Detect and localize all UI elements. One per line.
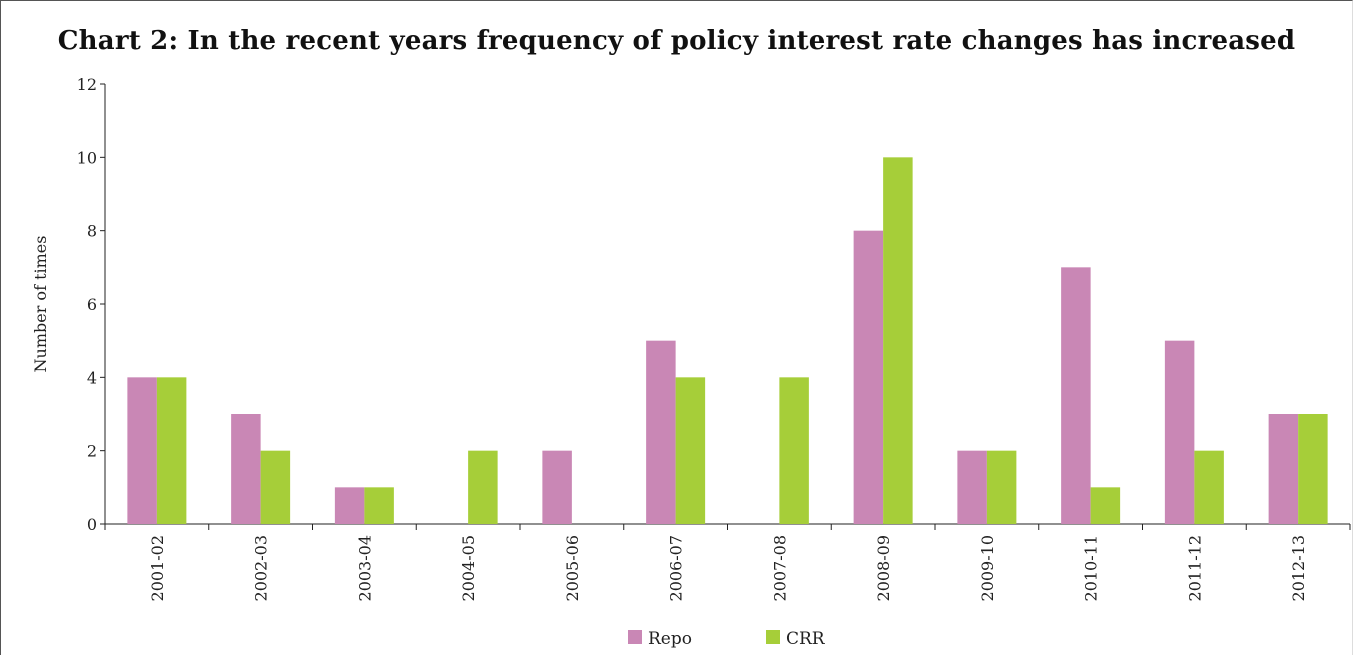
y-axis-label: Number of times [31, 236, 50, 373]
bar-repo-2006-07 [646, 340, 676, 524]
chart-title: Chart 2: In the recent years frequency o… [57, 26, 1296, 56]
bar-repo-2005-06 [542, 450, 572, 524]
legend-swatch-repo [628, 630, 642, 644]
bar-repo-2012-13 [1268, 414, 1299, 524]
bar-repo-2008-09 [853, 230, 884, 524]
legend-swatch-crr [766, 630, 780, 644]
y-tick-label: 6 [87, 295, 97, 314]
bar-repo-2003-04 [334, 487, 365, 524]
x-tick-label: 2005-06 [563, 535, 582, 601]
chart-legend: Repo CRR [628, 629, 826, 649]
bar-crr-2001-02 [156, 377, 187, 524]
x-tick-labels: 2001-02 2002-03 2003-04 2004-05 2005-06 2006-… [148, 535, 1308, 601]
x-tick-label: 2009-10 [978, 535, 997, 601]
x-tick-label: 2004-05 [459, 535, 478, 601]
bar-crr-2002-03 [260, 450, 291, 524]
y-tick-label: 2 [87, 442, 97, 461]
bar-crr-2006-07 [675, 377, 706, 524]
bar-repo-2001-02 [127, 377, 157, 524]
legend-label-repo: Repo [648, 629, 692, 649]
bar-crr-2007-08 [779, 377, 809, 524]
y-tick-label: 0 [87, 515, 97, 534]
x-tick-label: 2007-08 [770, 535, 789, 601]
bar-crr-2003-04 [364, 487, 394, 524]
x-tick-label: 2010-11 [1082, 535, 1101, 601]
bar-crr-2012-13 [1298, 414, 1328, 524]
bar-crr-2009-10 [986, 450, 1017, 524]
chart-bars [127, 157, 1328, 525]
bar-crr-2004-05 [468, 450, 498, 524]
y-tick-label: 10 [77, 148, 97, 167]
x-tick-label: 2011-12 [1185, 535, 1204, 601]
bar-crr-2008-09 [883, 157, 913, 525]
bar-repo-2011-12 [1164, 340, 1195, 524]
legend-label-crr: CRR [786, 629, 826, 649]
x-tick-label: 2002-03 [252, 535, 271, 601]
y-tick-label: 12 [77, 75, 97, 94]
x-tick-label: 2012-13 [1289, 535, 1308, 601]
y-tick-label: 8 [87, 222, 97, 241]
bar-repo-2010-11 [1061, 267, 1091, 524]
x-tick-label: 2008-09 [874, 535, 893, 601]
y-tick-label: 4 [87, 368, 97, 387]
bar-repo-2002-03 [231, 414, 261, 524]
x-tick-label: 2001-02 [148, 535, 167, 601]
bar-repo-2009-10 [957, 450, 987, 524]
bar-crr-2010-11 [1090, 487, 1121, 524]
x-tick-label: 2006-07 [667, 535, 686, 601]
y-tick-labels: 0 2 4 6 8 10 12 [77, 75, 97, 534]
x-tick-label: 2003-04 [355, 535, 374, 601]
bar-crr-2011-12 [1194, 450, 1224, 524]
chart-axes [100, 83, 1351, 530]
